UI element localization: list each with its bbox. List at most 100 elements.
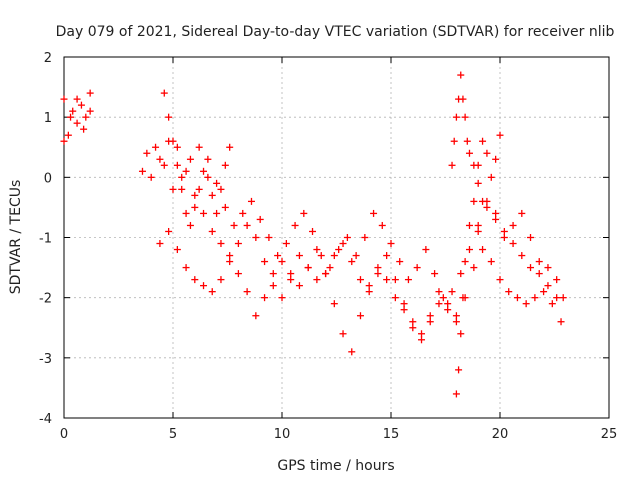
series-group xyxy=(138,137,565,356)
data-point xyxy=(465,149,473,157)
data-point xyxy=(156,155,164,163)
data-point xyxy=(261,294,269,302)
data-point xyxy=(422,246,430,254)
data-point xyxy=(418,336,426,344)
data-point xyxy=(274,252,282,260)
data-point xyxy=(413,264,421,272)
data-point xyxy=(457,330,465,338)
data-point xyxy=(226,252,234,260)
data-point xyxy=(191,276,199,284)
data-point xyxy=(269,282,277,290)
data-point xyxy=(173,143,181,151)
data-point xyxy=(527,264,535,272)
x-tick-label: 15 xyxy=(383,427,400,442)
data-point xyxy=(404,276,412,284)
data-point xyxy=(80,125,88,133)
y-tick-label: 0 xyxy=(44,171,52,186)
x-axis-label: GPS time / hours xyxy=(277,458,394,474)
data-point xyxy=(548,300,556,308)
data-point xyxy=(295,252,303,260)
data-point xyxy=(317,252,325,260)
data-point xyxy=(300,209,308,217)
data-point xyxy=(60,137,68,145)
data-point xyxy=(143,149,151,157)
data-point xyxy=(278,258,286,266)
data-point xyxy=(343,234,351,241)
data-point xyxy=(500,227,508,235)
data-point xyxy=(439,294,447,302)
data-point xyxy=(509,221,517,229)
data-point xyxy=(182,167,190,175)
data-point xyxy=(492,155,500,163)
data-point xyxy=(500,234,508,241)
data-point xyxy=(217,240,225,248)
y-tick-label: 2 xyxy=(44,51,52,66)
y-tick-label: 1 xyxy=(44,111,52,126)
data-point xyxy=(226,258,234,266)
data-point xyxy=(287,270,295,278)
data-point xyxy=(64,131,72,139)
data-point xyxy=(247,197,255,205)
data-point xyxy=(544,264,552,272)
y-tick-label: -3 xyxy=(39,352,52,367)
data-point xyxy=(452,113,460,121)
data-point xyxy=(383,276,391,284)
data-point xyxy=(553,294,561,302)
data-point xyxy=(535,258,543,266)
data-point xyxy=(483,149,491,157)
data-point xyxy=(213,209,221,217)
data-point xyxy=(518,252,526,260)
data-point xyxy=(444,306,452,314)
data-point xyxy=(265,234,273,241)
data-point xyxy=(557,318,565,326)
data-point xyxy=(165,227,173,235)
data-point xyxy=(67,113,75,121)
series-group xyxy=(474,203,567,302)
data-point xyxy=(459,95,467,103)
data-point xyxy=(400,306,408,314)
y-tick-label: -1 xyxy=(39,232,52,247)
data-point xyxy=(374,264,382,272)
data-point xyxy=(365,282,373,290)
data-point xyxy=(518,209,526,217)
data-point xyxy=(208,288,216,296)
data-point xyxy=(256,215,264,223)
data-point xyxy=(348,258,356,266)
data-point xyxy=(457,270,465,278)
data-point xyxy=(60,95,68,103)
data-point xyxy=(152,143,160,151)
data-point xyxy=(77,101,85,109)
data-point xyxy=(465,246,473,254)
data-point xyxy=(261,258,269,266)
data-point xyxy=(505,288,513,296)
x-tick-label: 20 xyxy=(492,427,509,442)
x-tick-label: 10 xyxy=(274,427,291,442)
y-tick-label: -4 xyxy=(39,412,52,427)
data-point xyxy=(326,264,334,272)
data-point xyxy=(474,221,482,229)
data-point xyxy=(378,221,386,229)
data-point xyxy=(448,288,456,296)
data-point xyxy=(182,209,190,217)
data-point xyxy=(391,276,399,284)
data-point xyxy=(352,252,360,260)
data-point xyxy=(230,221,238,229)
data-point xyxy=(356,276,364,284)
series-group xyxy=(448,71,487,205)
data-point xyxy=(287,276,295,284)
y-axis-label: SDTVAR / TECUs xyxy=(8,180,24,295)
data-point xyxy=(483,203,491,211)
data-point xyxy=(409,318,417,326)
data-point xyxy=(496,131,504,139)
data-point xyxy=(208,227,216,235)
data-point xyxy=(474,179,482,187)
series-group xyxy=(60,95,94,145)
data-point xyxy=(463,137,471,145)
data-point xyxy=(186,155,194,163)
data-point xyxy=(269,270,277,278)
data-point xyxy=(330,252,338,260)
data-point xyxy=(217,185,225,193)
tick-layer: 0 5 10 15 20 25 -4 -3 -2 -1 0 1 2 xyxy=(39,51,617,442)
